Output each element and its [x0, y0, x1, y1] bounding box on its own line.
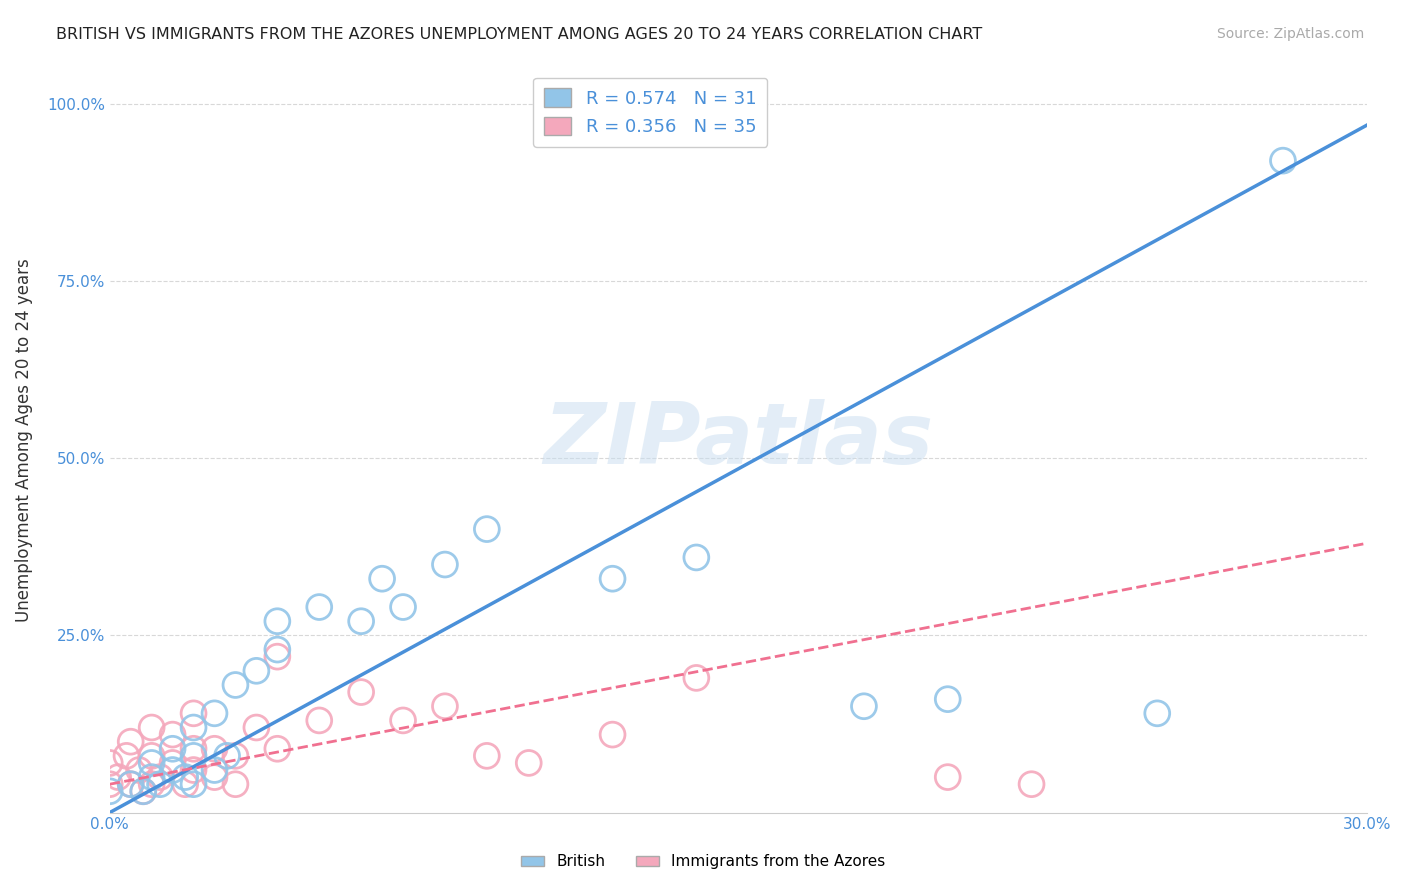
Point: [98, 777, 121, 791]
Point: [183, 721, 205, 735]
Point: [132, 784, 155, 798]
Legend: R = 0.574   N = 31, R = 0.356   N = 35: R = 0.574 N = 31, R = 0.356 N = 35: [533, 78, 768, 147]
Point: [1271, 153, 1294, 168]
Point: [204, 706, 226, 721]
Point: [245, 721, 267, 735]
Point: [204, 741, 226, 756]
Point: [1146, 706, 1168, 721]
Point: [224, 777, 246, 791]
Point: [107, 770, 129, 784]
Point: [266, 649, 288, 664]
Point: [174, 777, 197, 791]
Point: [433, 558, 456, 572]
Point: [141, 777, 163, 791]
Point: [308, 600, 330, 615]
Point: [115, 748, 138, 763]
Point: [936, 692, 959, 706]
Point: [602, 728, 624, 742]
Point: [266, 741, 288, 756]
Point: [204, 763, 226, 777]
Point: [204, 770, 226, 784]
Point: [602, 572, 624, 586]
Text: BRITISH VS IMMIGRANTS FROM THE AZORES UNEMPLOYMENT AMONG AGES 20 TO 24 YEARS COR: BRITISH VS IMMIGRANTS FROM THE AZORES UN…: [56, 27, 983, 42]
Point: [517, 756, 540, 770]
Point: [183, 748, 205, 763]
Point: [141, 748, 163, 763]
Point: [162, 741, 184, 756]
Point: [162, 728, 184, 742]
Point: [685, 671, 707, 685]
Point: [183, 706, 205, 721]
Point: [266, 642, 288, 657]
Point: [685, 550, 707, 565]
Point: [183, 777, 205, 791]
Point: [120, 777, 142, 791]
Point: [224, 678, 246, 692]
Point: [392, 714, 415, 728]
Point: [217, 748, 239, 763]
Point: [120, 734, 142, 748]
Point: [174, 770, 197, 784]
Point: [128, 763, 150, 777]
Text: Source: ZipAtlas.com: Source: ZipAtlas.com: [1216, 27, 1364, 41]
Legend: British, Immigrants from the Azores: British, Immigrants from the Azores: [515, 848, 891, 875]
Point: [141, 756, 163, 770]
Point: [132, 784, 155, 798]
Point: [475, 748, 498, 763]
Point: [141, 721, 163, 735]
Point: [120, 777, 142, 791]
Point: [266, 614, 288, 628]
Point: [936, 770, 959, 784]
Point: [183, 741, 205, 756]
Point: [162, 756, 184, 770]
Point: [224, 748, 246, 763]
Text: ZIPatlas: ZIPatlas: [543, 399, 934, 482]
Point: [98, 756, 121, 770]
Point: [162, 763, 184, 777]
Point: [392, 600, 415, 615]
Point: [433, 699, 456, 714]
Point: [149, 777, 172, 791]
Y-axis label: Unemployment Among Ages 20 to 24 years: Unemployment Among Ages 20 to 24 years: [15, 259, 32, 623]
Point: [183, 763, 205, 777]
Point: [149, 770, 172, 784]
Point: [852, 699, 875, 714]
Point: [98, 784, 121, 798]
Point: [308, 714, 330, 728]
Point: [1021, 777, 1043, 791]
Point: [371, 572, 394, 586]
Point: [245, 664, 267, 678]
Point: [350, 614, 373, 628]
Point: [350, 685, 373, 699]
Point: [475, 522, 498, 536]
Point: [141, 770, 163, 784]
